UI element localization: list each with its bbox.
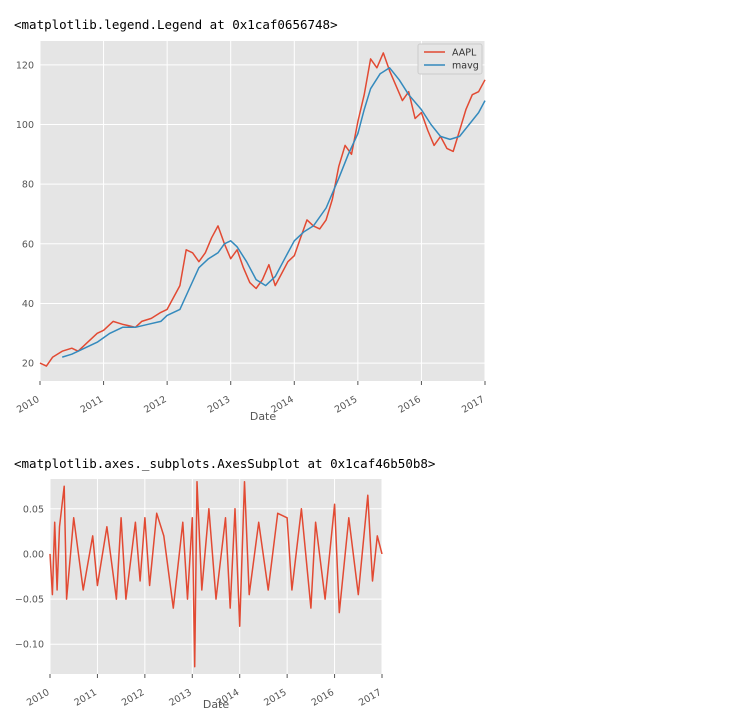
y-tick-label: 20 bbox=[22, 359, 34, 370]
x-tick-label: 2013 bbox=[206, 394, 232, 416]
y-tick-label: 0.00 bbox=[23, 549, 44, 560]
output-repr-axes: <matplotlib.axes._subplots.AxesSubplot a… bbox=[14, 456, 436, 471]
x-tick-label: 2015 bbox=[262, 687, 288, 709]
x-tick-label: 2016 bbox=[396, 394, 422, 416]
x-tick-label: 2011 bbox=[72, 687, 98, 709]
x-axis-label: Date bbox=[203, 698, 230, 709]
y-tick-label: 80 bbox=[22, 180, 34, 191]
y-tick-label: 0.05 bbox=[23, 504, 44, 515]
y-tick-label: −0.05 bbox=[15, 595, 44, 606]
legend-label-mavg: mavg bbox=[452, 61, 479, 72]
x-tick-label: 2012 bbox=[120, 687, 146, 709]
y-tick-label: 60 bbox=[22, 239, 34, 250]
series-line-mavg bbox=[61, 67, 486, 358]
x-tick-label: 2011 bbox=[79, 394, 105, 416]
series-line-returns bbox=[49, 480, 383, 668]
output-repr-legend: <matplotlib.legend.Legend at 0x1caf06567… bbox=[14, 17, 338, 32]
x-tick-label: 2010 bbox=[25, 687, 51, 709]
x-tick-label: 2015 bbox=[333, 394, 359, 416]
plot-area bbox=[40, 41, 485, 381]
x-tick-label: 2012 bbox=[142, 394, 168, 416]
x-tick-label: 2010 bbox=[15, 394, 41, 416]
legend-label-aapl: AAPL bbox=[452, 48, 477, 59]
legend: AAPL mavg bbox=[417, 43, 483, 75]
y-tick-label: −0.10 bbox=[15, 640, 44, 651]
y-tick-label: 100 bbox=[16, 120, 34, 131]
x-tick-label: 2017 bbox=[357, 687, 383, 709]
x-tick-label: 2013 bbox=[167, 687, 193, 709]
x-tick-label: 2016 bbox=[310, 687, 336, 709]
plot-area bbox=[50, 479, 382, 674]
x-axis-label: Date bbox=[250, 410, 277, 423]
y-tick-label: 120 bbox=[16, 60, 34, 71]
y-tick-label: 40 bbox=[22, 299, 34, 310]
x-tick-label: 2017 bbox=[460, 394, 486, 416]
